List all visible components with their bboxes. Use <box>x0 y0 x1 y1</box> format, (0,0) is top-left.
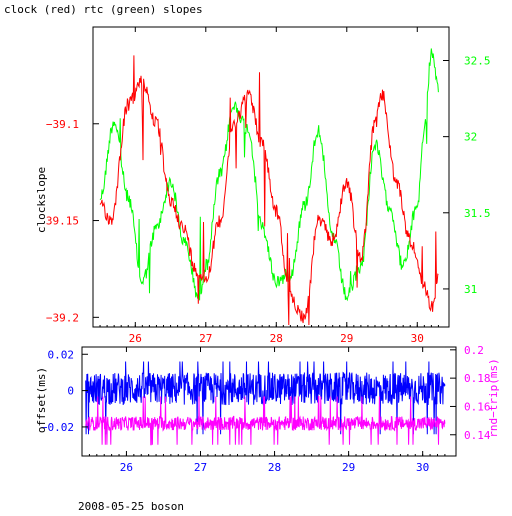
bottom-y-right-tick-label: 0.16 <box>464 400 491 413</box>
roundtrip-line <box>85 396 446 446</box>
top-x-tick-label: 29 <box>340 332 353 345</box>
top-x-tick-label: 28 <box>270 332 283 345</box>
bottom-x-tick-label: 26 <box>120 461 133 474</box>
bottom-y-right-tick-label: 0.18 <box>464 372 491 385</box>
offset-axis-label: offset(ms) <box>35 367 48 433</box>
top-y-left-tick-label: −39.2 <box>46 311 79 324</box>
top-series-group <box>99 48 439 326</box>
rtc-slope-line <box>99 48 439 302</box>
top-y-left-tick-label: 39.15 <box>46 215 79 228</box>
bottom-axes-group: 26 27 28 29 30 0.02 0 −0.02 0.2 0.18 0.16 0.14 <box>41 344 491 474</box>
footer-date-host: 2008-05-25 boson <box>78 500 184 512</box>
bottom-x-tick-label: 27 <box>194 461 207 474</box>
top-y-right-tick-label: 32 <box>464 131 477 144</box>
bottom-series-group <box>85 361 446 446</box>
chart-title: clock (red) rtc (green) slopes <box>4 3 203 16</box>
top-axes-group: 26 27 28 29 30 −39.1 39.15 −39.2 31 31.5 32 32.5 <box>46 27 491 345</box>
offset-line <box>85 361 446 435</box>
bottom-y-left-tick-label: 0 <box>67 385 74 398</box>
clockslope-axis-label: clockslope <box>35 167 48 233</box>
bottom-plot-frame <box>81 346 457 457</box>
top-y-left-tick-label: −39.1 <box>46 118 79 131</box>
bottom-y-left-tick-label: 0.02 <box>48 348 75 361</box>
top-x-tick-label: 27 <box>199 332 212 345</box>
top-y-right-tick-label: 31 <box>464 283 477 296</box>
bottom-y-left-tick-label: −0.02 <box>41 421 74 434</box>
offset-roundtrip-plot: 26 27 28 29 30 0.02 0 −0.02 0.2 0.18 0.16 0.14 offs… <box>35 344 500 474</box>
bottom-x-tick-label: 28 <box>268 461 281 474</box>
top-x-tick-label: 30 <box>411 332 424 345</box>
top-plot-frame <box>92 26 450 328</box>
top-y-right-tick-label: 31.5 <box>464 207 491 220</box>
roundtrip-axis-label: rnd−trip(ms) <box>487 358 500 437</box>
bottom-x-tick-label: 29 <box>342 461 355 474</box>
bottom-x-tick-label: 30 <box>416 461 429 474</box>
top-x-tick-label: 26 <box>129 332 142 345</box>
clock-slope-line <box>99 55 439 326</box>
top-y-right-tick-label: 32.5 <box>464 55 491 68</box>
bottom-y-right-tick-label: 0.2 <box>464 344 484 357</box>
bottom-y-right-tick-label: 0.14 <box>464 429 491 442</box>
clock-rtc-slope-plot: 26 27 28 29 30 −39.1 39.15 −39.2 31 31.5 32 32.5 cl… <box>35 26 491 345</box>
